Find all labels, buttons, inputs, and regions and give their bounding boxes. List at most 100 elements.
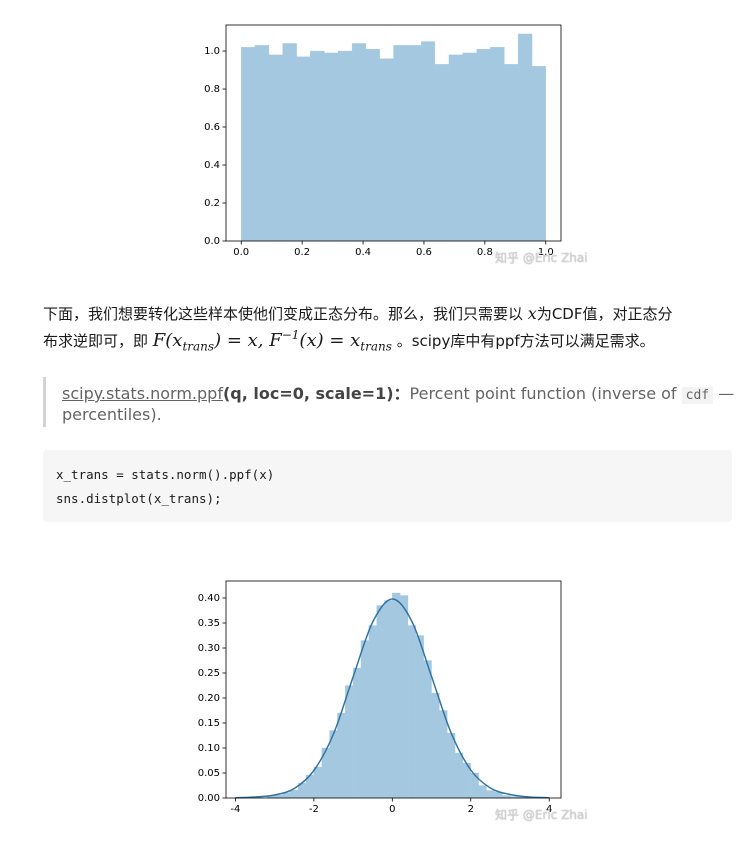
x-tick-label: -4 [230,804,240,815]
formula: F(xtrans) = x, F−1(x) = xtrans [152,328,392,354]
y-tick-label: 0.25 [198,668,220,679]
code-block [43,450,732,522]
x-tick-label: 2 [468,804,474,815]
quote-line: scipy.stats.norm.ppf(q, loc=0, scale=1)：… [62,380,734,404]
axes-frame [225,24,562,242]
bar [531,66,546,242]
paragraph-line: 下面，我们想要转化这些样本使他们变成正态分布。那么，我们只需要以 x为CDF值，… [43,303,672,324]
bar [392,592,401,799]
watermark: 知乎 @Eric Zhai [495,808,588,822]
math: F(x [152,330,183,351]
bar [313,766,322,799]
text: 为CDF值，对正态分 [536,305,673,323]
x-tick-label: -2 [309,804,319,815]
x-tick-label: 0.0 [233,247,249,258]
math: (x) = x [299,330,361,351]
x-tick-label: 4 [546,804,552,815]
bar [448,54,463,242]
bar [282,43,297,242]
quote-bar [43,377,46,427]
bar [241,47,256,242]
bar [337,712,346,799]
math: ) = x, F [214,330,282,351]
math: trans [182,339,215,354]
math: −1 [281,328,300,342]
x-tick-label: 0.2 [294,247,310,258]
y-tick-label: 0.35 [198,618,220,629]
x-tick-label: 0.8 [477,247,493,258]
bold: (q, loc=0, scale=1)： [222,384,410,403]
x-tick-label: 0 [389,804,395,815]
bar [376,605,385,799]
bar [478,785,487,799]
text: 。scipy库中有ppf方法可以满足需求。 [396,332,655,350]
bar [415,635,424,799]
bar [490,47,505,242]
bar [476,48,491,242]
text: 布求逆即可，即 [43,332,149,350]
bar [486,790,495,799]
axes-frame [225,580,562,799]
bar [337,50,353,242]
bar [351,43,366,242]
paragraph-line: 布求逆即可，即 F(xtrans) = x, F−1(x) = xtrans 。… [43,328,655,354]
bar [462,52,477,242]
bar [310,50,325,242]
math: trans [360,339,392,354]
bar [345,685,354,799]
bar [384,600,393,799]
bar [423,660,432,799]
bar [268,54,283,242]
kde-line [235,598,550,799]
y-tick-label: 0.0 [204,236,220,247]
bar [290,789,299,799]
code-line: sns.distplot(x_trans); [56,491,222,506]
x-tick-label: 1.0 [538,247,554,258]
bar [393,45,408,242]
bar [447,732,456,799]
link[interactable]: scipy.stats.norm.ppf [62,384,223,403]
y-tick-label: 0.6 [204,122,220,133]
code: cdf [681,387,714,404]
y-tick-label: 0.20 [198,693,220,704]
x-tick-label: 0.6 [416,247,432,258]
y-tick-label: 0.8 [204,84,220,95]
bar [324,52,339,242]
text: 下面，我们想要转化这些样本使他们变成正态分布。那么，我们只需要以 [43,305,524,323]
math: x [527,304,537,323]
y-tick-label: 1.0 [204,46,220,57]
x-tick-label: 0.4 [355,247,371,258]
y-tick-label: 0.00 [198,793,220,804]
bar [517,33,533,242]
bar [439,710,448,799]
y-tick-label: 0.40 [198,593,220,604]
quote-line: percentiles). [62,405,162,424]
text: Percent point function (inverse of [409,384,677,403]
bar [504,64,519,242]
bar [434,64,450,242]
code-line: x_trans = stats.norm().ppf(x) [56,467,275,482]
bar [421,41,436,242]
y-tick-label: 0.05 [198,768,220,779]
bar [431,692,440,799]
bar [407,45,422,242]
bar [296,56,311,242]
bar [407,625,417,799]
bar [365,48,380,242]
text: — [718,384,735,403]
bar [454,752,464,799]
bar [368,625,377,799]
y-tick-label: 0.2 [204,198,220,209]
bar [360,640,369,799]
bar [352,667,362,799]
y-tick-label: 0.10 [198,743,220,754]
bar [254,45,270,242]
bar [470,772,479,799]
y-tick-label: 0.15 [198,718,220,729]
bar [400,595,409,799]
watermark: 知乎 @Eric Zhai [495,251,588,265]
bar [379,58,394,242]
y-tick-label: 0.30 [198,643,220,654]
